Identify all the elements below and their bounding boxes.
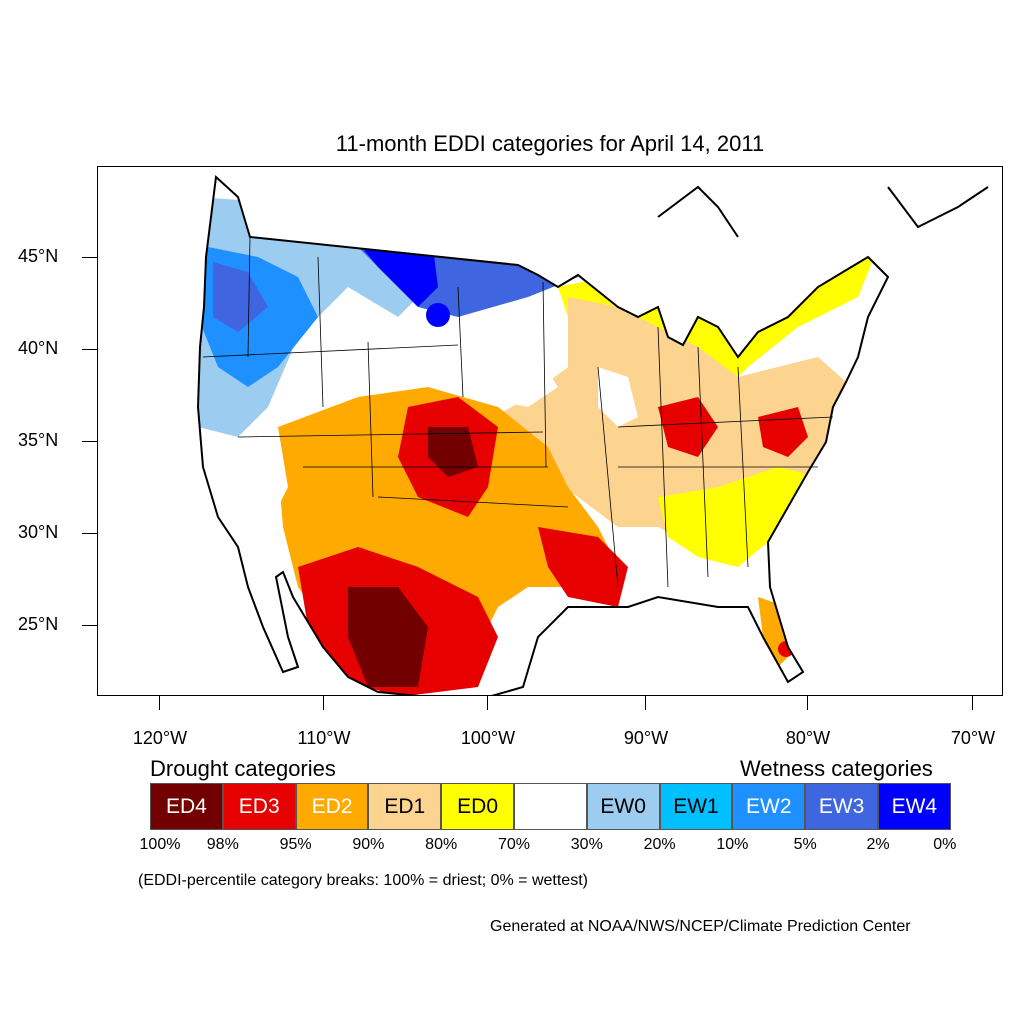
lat-tick (82, 441, 97, 442)
lat-label: 45°N (18, 246, 59, 266)
legend-colorbar: ED4 ED3 ED2 ED1 ED0 EW0 EW1 EW2 EW3 EW4 (150, 783, 951, 830)
percent-break-label: 90% (352, 836, 385, 853)
percent-break-label: 5% (793, 836, 817, 853)
legend-box-ew4: EW4 (877, 783, 951, 830)
lon-label: 90°W (623, 728, 669, 748)
legend-box-ew1: EW1 (659, 783, 733, 830)
lon-tick (645, 696, 646, 710)
percent-break-label: 10% (716, 836, 749, 853)
percent-break-label: 70% (497, 836, 531, 853)
legend-box-ew3: EW3 (805, 783, 878, 830)
lon-label: 70°W (950, 728, 996, 748)
eddi-map-canvas (196, 174, 989, 695)
legend-box-ew0: EW0 (586, 783, 660, 830)
legend-box-ed1: ED1 (368, 783, 442, 830)
percent-break-label: 95% (279, 836, 312, 853)
eddi-field (198, 177, 888, 695)
legend-box-ed2: ED2 (295, 783, 369, 830)
northeast-coast-outline (887, 186, 989, 229)
legend-box-ed4: ED4 (150, 783, 223, 830)
lon-tick (323, 696, 324, 710)
percent-break-label: 2% (866, 836, 890, 853)
percent-break-label: 80% (425, 836, 458, 853)
lat-label: 30°N (18, 522, 59, 542)
percent-break-label: 100% (139, 836, 181, 853)
lat-tick (82, 349, 97, 350)
lon-tick (487, 696, 488, 710)
state-boundaries (202, 236, 834, 588)
legend-box-ew2: EW2 (732, 783, 806, 830)
great-lakes-outline (657, 185, 739, 238)
lat-tick (82, 257, 97, 258)
legend-box-neutral (513, 783, 587, 830)
lat-label: 40°N (18, 338, 59, 358)
lat-label: 25°N (18, 614, 59, 634)
lon-tick (972, 696, 973, 710)
category-note: (EDDI-percentile category breaks: 100% =… (138, 872, 588, 889)
lat-label: 35°N (18, 430, 59, 450)
percent-break-label: 20% (643, 836, 676, 853)
coastline (196, 174, 890, 695)
lon-label: 110°W (297, 728, 351, 748)
eddi-map (97, 166, 1003, 696)
lon-label: 120°W (132, 728, 188, 748)
percent-break-label: 98% (206, 836, 239, 853)
lon-tick (807, 696, 808, 710)
drought-heading: Drought categories (150, 756, 336, 781)
lat-tick (82, 533, 97, 534)
lon-label: 80°W (785, 728, 831, 748)
credit-line: Generated at NOAA/NWS/NCEP/Climate Predi… (490, 918, 911, 935)
wetness-heading: Wetness categories (740, 756, 933, 781)
legend-box-ed3: ED3 (222, 783, 296, 830)
percent-break-label: 30% (570, 836, 603, 853)
percent-break-label: 0% (933, 836, 957, 853)
lon-tick (159, 696, 160, 710)
legend-box-ed0: ED0 (441, 783, 514, 830)
lat-tick (82, 625, 97, 626)
lon-label: 100°W (460, 728, 516, 748)
map-title: 11-month EDDI categories for April 14, 2… (335, 131, 765, 156)
